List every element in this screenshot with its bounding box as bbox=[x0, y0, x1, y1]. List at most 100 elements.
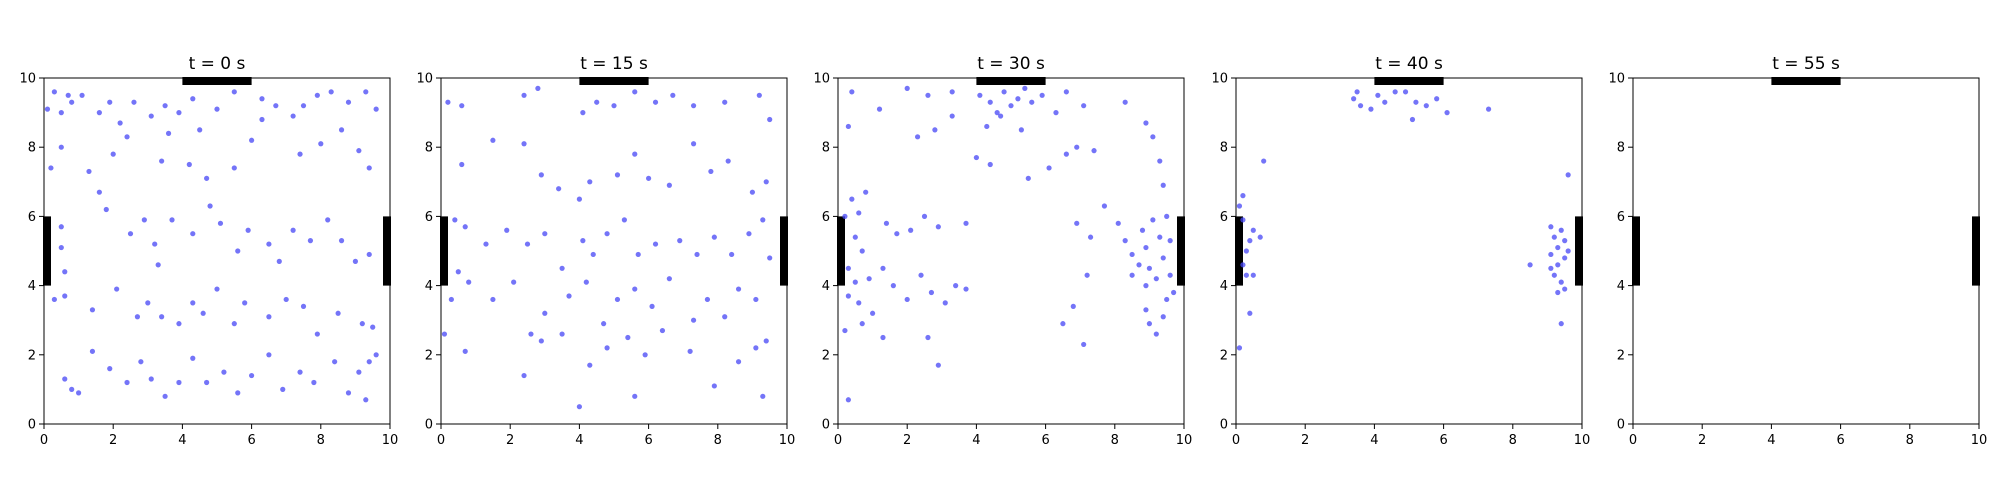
x-tick-label: 10 bbox=[779, 433, 796, 448]
data-point bbox=[932, 127, 938, 133]
data-point bbox=[1143, 307, 1149, 313]
data-point bbox=[51, 296, 57, 303]
data-point bbox=[148, 376, 154, 382]
data-point bbox=[89, 348, 96, 354]
data-point bbox=[176, 110, 182, 116]
data-point bbox=[1392, 89, 1398, 95]
data-point bbox=[963, 220, 969, 226]
data-point bbox=[904, 85, 910, 91]
data-point bbox=[1555, 289, 1561, 296]
y-tick-label: 10 bbox=[19, 72, 36, 87]
data-point bbox=[1558, 279, 1564, 285]
data-point bbox=[114, 286, 120, 292]
y-tick-label: 0 bbox=[425, 418, 433, 433]
data-point bbox=[725, 158, 731, 164]
data-point bbox=[914, 134, 921, 140]
y-tick-label: 2 bbox=[425, 348, 433, 363]
data-point bbox=[921, 213, 928, 219]
data-point bbox=[994, 110, 1000, 116]
data-point bbox=[141, 217, 147, 223]
data-point bbox=[880, 334, 886, 341]
chart-title: t = 15 s bbox=[580, 54, 648, 74]
data-point bbox=[614, 296, 621, 303]
data-point bbox=[459, 103, 465, 109]
data-point bbox=[124, 134, 130, 140]
x-tick-label: 8 bbox=[1111, 433, 1119, 448]
data-point bbox=[1087, 234, 1094, 240]
data-point bbox=[96, 110, 102, 116]
data-point bbox=[1153, 331, 1159, 337]
data-point bbox=[366, 359, 372, 365]
data-point bbox=[311, 379, 317, 386]
x-tick-label: 6 bbox=[644, 433, 652, 448]
data-point bbox=[1157, 234, 1163, 240]
x-tick-label: 8 bbox=[714, 433, 722, 448]
data-point bbox=[200, 310, 206, 316]
data-point bbox=[356, 369, 362, 375]
y-tick-label: 0 bbox=[822, 418, 830, 433]
data-point bbox=[587, 179, 593, 185]
data-point bbox=[876, 106, 883, 112]
data-point bbox=[842, 327, 848, 334]
data-point bbox=[1382, 99, 1388, 105]
data-point bbox=[973, 154, 980, 161]
data-point bbox=[852, 234, 858, 240]
panel-2: t = 30 s 0 2 4 6 8 10 0 2 4 6 8 10 bbox=[813, 54, 1192, 448]
data-point bbox=[51, 89, 57, 95]
data-point bbox=[325, 217, 331, 223]
data-point bbox=[69, 99, 75, 105]
exit-top bbox=[182, 77, 252, 85]
x-tick-label: 0 bbox=[1232, 433, 1240, 448]
data-point bbox=[590, 251, 596, 258]
data-point bbox=[746, 231, 752, 237]
data-point bbox=[1250, 227, 1256, 233]
data-point bbox=[1368, 106, 1374, 112]
data-point bbox=[117, 120, 123, 126]
data-point bbox=[694, 251, 700, 258]
data-point bbox=[221, 369, 227, 375]
y-tick-label: 2 bbox=[1220, 348, 1228, 363]
x-tick-label: 10 bbox=[382, 433, 399, 448]
y-tick-label: 8 bbox=[1617, 141, 1625, 156]
data-point bbox=[621, 217, 627, 223]
chart-title: t = 55 s bbox=[1772, 54, 1840, 74]
exit-left bbox=[440, 216, 448, 286]
data-point bbox=[44, 106, 51, 112]
panel-3: t = 40 s 0 2 4 6 8 10 0 2 4 6 8 10 bbox=[1211, 54, 1590, 448]
data-point bbox=[231, 321, 237, 327]
data-point bbox=[1527, 262, 1533, 268]
y-tick-label: 2 bbox=[1617, 348, 1625, 363]
data-point bbox=[767, 116, 773, 123]
data-point bbox=[214, 286, 220, 292]
data-point bbox=[1084, 272, 1090, 278]
data-point bbox=[521, 372, 527, 379]
data-point bbox=[1357, 103, 1364, 109]
data-point bbox=[276, 258, 282, 264]
data-point bbox=[749, 189, 756, 195]
y-tick-label: 8 bbox=[425, 141, 433, 156]
data-point bbox=[1160, 255, 1166, 261]
y-tick-label: 6 bbox=[1617, 210, 1625, 225]
data-point bbox=[300, 303, 307, 309]
data-point bbox=[1354, 89, 1360, 95]
data-point bbox=[842, 213, 848, 219]
x-tick-label: 6 bbox=[247, 433, 255, 448]
data-point bbox=[1081, 341, 1087, 348]
data-point bbox=[231, 89, 237, 95]
data-point bbox=[363, 397, 369, 403]
data-point bbox=[1039, 92, 1045, 98]
data-point bbox=[169, 217, 175, 223]
data-point bbox=[690, 141, 697, 147]
x-tick-label: 2 bbox=[903, 433, 911, 448]
x-tick-label: 2 bbox=[1698, 433, 1706, 448]
plot-frame bbox=[440, 77, 788, 425]
data-point bbox=[1018, 127, 1024, 133]
data-point bbox=[763, 338, 769, 344]
data-point bbox=[297, 369, 303, 375]
data-point bbox=[1008, 103, 1014, 109]
data-point bbox=[704, 296, 711, 303]
chart-title: t = 0 s bbox=[189, 54, 246, 74]
data-point bbox=[708, 168, 714, 175]
data-point bbox=[576, 404, 583, 410]
data-point bbox=[722, 314, 728, 320]
